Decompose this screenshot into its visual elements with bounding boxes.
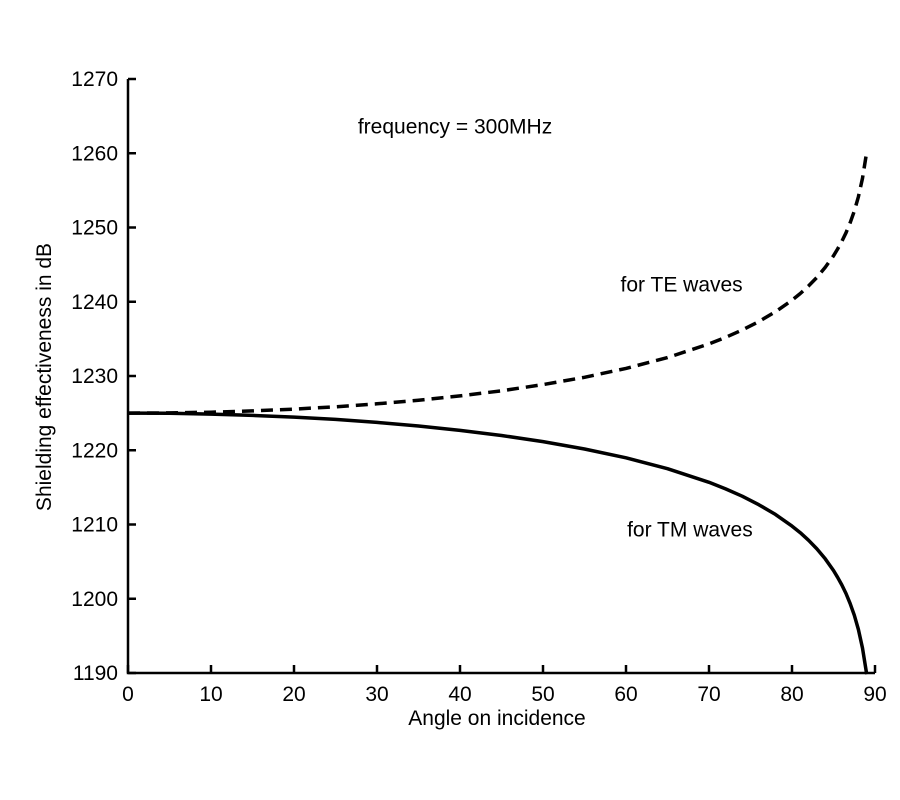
- y-tick-label: 1200: [71, 588, 118, 611]
- axes: [126, 79, 875, 675]
- x-tick-label: 60: [614, 683, 637, 706]
- y-tick-label: 1190: [73, 662, 118, 685]
- y-tick-label: 1270: [71, 68, 118, 91]
- x-tick-label: 20: [282, 683, 305, 706]
- annotation-frequency: frequency = 300MHz: [357, 115, 553, 139]
- x-tick-label: 70: [697, 683, 720, 706]
- x-tick-label: 80: [780, 683, 803, 706]
- y-tick-label: 1260: [71, 142, 118, 165]
- x-tick-label: 40: [448, 683, 471, 706]
- x-tick-label: 90: [863, 683, 886, 706]
- y-tick-label: 1240: [71, 291, 118, 314]
- y-tick-label: 1210: [71, 514, 118, 537]
- y-axis-title: Shielding effectiveness in dB: [33, 242, 56, 512]
- y-tick-label: 1250: [71, 217, 118, 240]
- te-curve: [127, 151, 869, 415]
- annotation-te-waves: for TE waves: [620, 273, 743, 297]
- x-axis-title: Angle on incidence: [408, 707, 586, 730]
- x-tick-label: 50: [531, 683, 554, 706]
- y-tick-label: 1230: [71, 365, 118, 388]
- x-tick-label: 0: [122, 683, 134, 706]
- annotation-tm-waves: for TM waves: [627, 518, 753, 542]
- x-tick-label: 30: [365, 683, 388, 706]
- tm-curve: [127, 411, 869, 675]
- x-tick-label: 10: [199, 683, 222, 706]
- y-tick-label: 1220: [71, 439, 118, 462]
